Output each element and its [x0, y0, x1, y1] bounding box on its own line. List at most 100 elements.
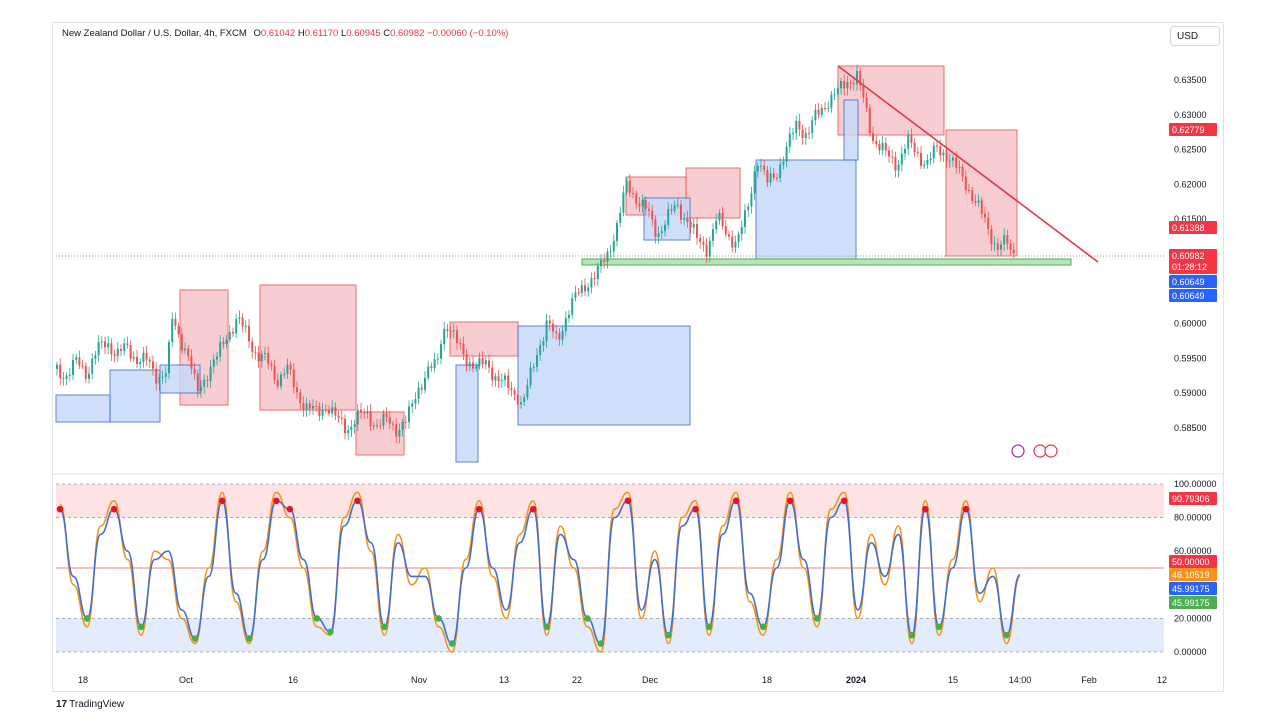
- candle: [360, 409, 362, 413]
- candle: [632, 193, 634, 195]
- candle: [926, 159, 929, 165]
- candle: [446, 328, 449, 332]
- candle: [331, 407, 334, 414]
- candle: [436, 358, 439, 360]
- candle: [811, 120, 814, 134]
- currency-button[interactable]: USD: [1170, 26, 1220, 46]
- price-tick-label: 0.62000: [1174, 179, 1207, 189]
- candle: [472, 362, 474, 369]
- candle: [241, 317, 244, 327]
- symbol-legend[interactable]: New Zealand Dollar / U.S. Dollar, 4h, FX…: [62, 28, 508, 39]
- overbought-marker: [218, 497, 226, 505]
- candle: [939, 146, 942, 156]
- candle: [571, 298, 574, 315]
- candle: [459, 343, 462, 345]
- candle: [251, 341, 254, 352]
- candle: [91, 358, 94, 374]
- candle: [481, 358, 484, 365]
- stoch-value-tag: [1169, 492, 1217, 505]
- tradingview-logo[interactable]: 17 TradingView: [56, 699, 124, 710]
- candle: [78, 357, 81, 366]
- price-tick-label: 0.59000: [1174, 388, 1207, 398]
- oversold-marker: [543, 623, 551, 631]
- low-label: L: [340, 28, 347, 39]
- candle: [148, 359, 151, 362]
- symbol-title[interactable]: New Zealand Dollar / U.S. Dollar, 4h, FX…: [62, 28, 247, 39]
- candle: [257, 352, 260, 362]
- candle: [312, 405, 314, 409]
- price-tick-label: 0.63000: [1174, 110, 1207, 120]
- candle: [219, 341, 222, 357]
- candle: [398, 429, 401, 437]
- candle: [945, 152, 948, 161]
- candle: [283, 374, 286, 376]
- candle: [196, 373, 199, 392]
- candle: [161, 376, 164, 378]
- candle: [680, 204, 682, 220]
- lightning-icon: [1011, 444, 1025, 458]
- candle: [859, 70, 862, 86]
- candle: [593, 278, 596, 280]
- candle: [452, 330, 455, 332]
- candle: [612, 241, 615, 252]
- candle: [254, 351, 257, 353]
- price-tick-label: 0.60000: [1174, 319, 1207, 329]
- candle: [737, 234, 740, 242]
- candle: [1012, 249, 1015, 254]
- candle: [1000, 244, 1002, 250]
- candle: [94, 355, 97, 359]
- candle: [760, 165, 762, 167]
- candle: [664, 224, 666, 232]
- candle: [65, 375, 68, 379]
- candle: [644, 200, 647, 209]
- candle: [769, 173, 772, 183]
- candle: [804, 133, 807, 139]
- candle: [184, 348, 186, 351]
- price-tag: [1169, 123, 1217, 136]
- oversold-marker: [313, 615, 321, 622]
- candle: [568, 314, 570, 319]
- candle: [747, 206, 750, 211]
- candle: [756, 166, 759, 172]
- candle: [651, 210, 654, 220]
- candle: [824, 107, 826, 109]
- supply-zone: [259, 284, 357, 411]
- last-price-tag-countdown: 01:28:12: [1172, 262, 1207, 272]
- candle: [376, 425, 378, 427]
- time-tick-label: 14:00: [1009, 675, 1032, 685]
- candle: [977, 200, 980, 203]
- candle: [174, 318, 177, 326]
- candle: [433, 359, 436, 369]
- candle: [952, 157, 954, 161]
- candle: [145, 352, 148, 360]
- candle: [500, 379, 503, 382]
- change-value: −0.00060 (−0.10%): [427, 28, 509, 39]
- candle: [891, 156, 894, 158]
- low-value: 0.60945: [346, 28, 381, 39]
- stoch-tick-label: 20.00000: [1174, 613, 1212, 623]
- candle: [622, 192, 625, 213]
- candle: [545, 320, 548, 342]
- candle: [164, 373, 167, 377]
- candle: [619, 212, 622, 223]
- candle: [968, 189, 970, 191]
- candle: [344, 418, 346, 434]
- oversold-marker: [137, 623, 145, 631]
- candle: [289, 364, 292, 370]
- overbought-marker: [56, 505, 64, 513]
- candle: [75, 357, 78, 360]
- candle: [667, 209, 670, 225]
- candle: [606, 251, 609, 262]
- price-tick-label: 0.61500: [1174, 214, 1207, 224]
- candle: [833, 94, 836, 96]
- candle: [504, 375, 506, 380]
- candle: [820, 107, 823, 115]
- candle: [984, 213, 986, 218]
- candle: [929, 158, 932, 160]
- time-tick-label: 13: [499, 675, 509, 685]
- candle: [878, 144, 881, 151]
- last-price-tag: [1169, 249, 1217, 274]
- candle: [449, 331, 452, 333]
- candle: [286, 364, 289, 375]
